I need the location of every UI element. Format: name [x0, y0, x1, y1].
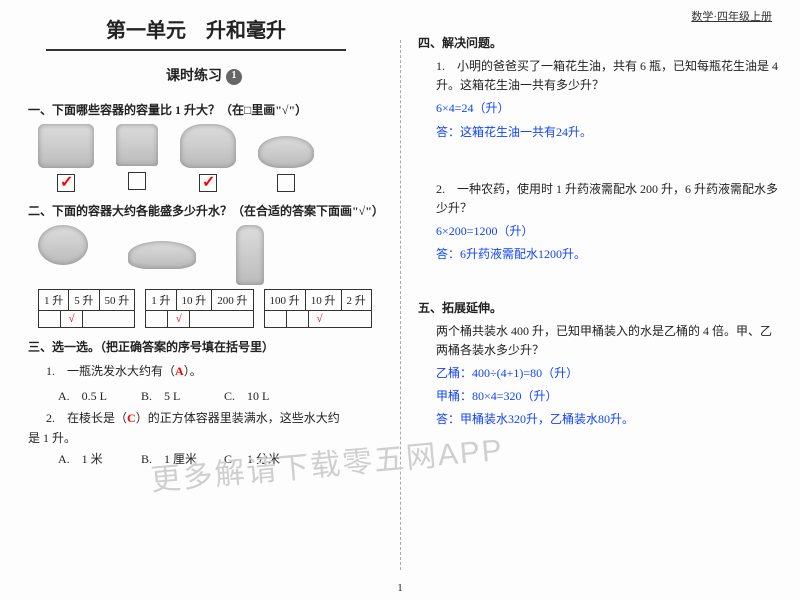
bowl-image	[258, 136, 314, 168]
tick-cell[interactable]: √	[61, 311, 83, 327]
p2-text: 2. 一种农药，使用时 1 升药液需配水 200 升，6 升药液需配水多少升？	[436, 180, 778, 218]
q2-stem-a: 2. 在棱长是（	[46, 411, 127, 425]
q1-choice-b: B. 5 L	[141, 387, 221, 404]
page-number: 1	[397, 582, 403, 594]
tick-row: √	[38, 311, 135, 328]
p2-answer: 答：6升药液需配水1200升。	[436, 245, 778, 264]
kettle-image	[180, 124, 236, 168]
options-basin: 1 升10 升200 升 √	[145, 289, 253, 328]
option-cell[interactable]: 10 升	[177, 290, 213, 310]
option-cell[interactable]: 1 升	[146, 290, 176, 310]
p5-l1: 乙桶：400÷(4+1)=80（升）	[436, 364, 778, 383]
q1-answer: A	[175, 364, 184, 378]
q1-choice-c: C. 10 L	[224, 387, 304, 404]
vessel-teapot	[38, 225, 88, 285]
tick-cell[interactable]	[287, 311, 309, 327]
q2-tail: 是 1 升。	[28, 429, 380, 446]
section-4-heading: 四、解决问题。	[418, 34, 778, 51]
unit-title: 第一单元 升和毫升	[46, 14, 346, 51]
p1-text: 1. 小明的爸爸买了一箱花生油，共有 6 瓶，已知每瓶花生油是 4 升。这箱花生…	[436, 57, 778, 95]
tick-cell[interactable]	[190, 311, 212, 327]
option-table: 1 升10 升200 升	[145, 289, 253, 311]
tick-cell[interactable]: √	[309, 311, 331, 327]
basin-image	[128, 241, 196, 269]
p1-work: 6×4=24（升）	[436, 99, 778, 118]
q2-choice-b: B. 1 厘米	[141, 450, 221, 467]
q2-choices: A. 1 米 B. 1 厘米 C. 1 分米	[58, 450, 380, 467]
teapot-image	[38, 225, 88, 265]
option-cell[interactable]: 200 升	[212, 290, 252, 310]
lesson-title: 课时练习 1	[28, 65, 380, 85]
q1-stem-a: 1. 一瓶洗发水大约有（	[46, 364, 175, 378]
cup-image	[116, 124, 158, 166]
tick-cell[interactable]: √	[168, 311, 190, 327]
options-teapot: 1 升5 升50 升 √	[38, 289, 135, 328]
q1-stem: 1. 一瓶洗发水大约有（A）。	[46, 361, 380, 383]
section-3: 三、选一选。（把正确答案的序号填在括号里） 1. 一瓶洗发水大约有（A）。 A.…	[28, 338, 380, 467]
tick-cell[interactable]	[265, 311, 287, 327]
rice-cooker-image	[38, 124, 94, 168]
section-5-heading: 五、拓展延伸。	[418, 299, 778, 316]
container-kettle	[180, 124, 236, 192]
bowl-checkbox[interactable]	[277, 174, 295, 192]
tick-cell[interactable]	[39, 311, 61, 327]
p2-work: 6×200=1200（升）	[436, 222, 778, 241]
tick-row: √	[145, 311, 253, 328]
section-1: 一、下面哪些容器的容量比 1 升大？（在□里画"√"）	[28, 101, 380, 192]
option-cell[interactable]: 5 升	[69, 290, 99, 310]
lesson-label: 课时练习	[166, 69, 222, 84]
option-cell[interactable]: 10 升	[306, 290, 342, 310]
section-3-heading: 三、选一选。（把正确答案的序号填在括号里）	[28, 338, 380, 355]
container-rice-cooker	[38, 124, 94, 192]
q2-answer: C	[127, 411, 136, 425]
option-cell[interactable]: 100 升	[265, 290, 306, 310]
tick-cell[interactable]	[146, 311, 168, 327]
option-cell[interactable]: 50 升	[100, 290, 135, 310]
tick-row: √	[264, 311, 372, 328]
section-4: 四、解决问题。 1. 小明的爸爸买了一箱花生油，共有 6 瓶，已知每瓶花生油是 …	[418, 34, 778, 265]
container-bowl	[258, 124, 314, 192]
section-5: 五、拓展延伸。 两个桶共装水 400 升，已知甲桶装入的水是乙桶的 4 倍。甲、…	[418, 299, 778, 430]
section-2-heading: 二、下面的容器大约各能盛多少升水？（在合适的答案下面画"√"）	[28, 202, 380, 219]
q1-choices: A. 0.5 L B. 5 L C. 10 L	[58, 387, 380, 404]
option-table: 100 升10 升2 升	[264, 289, 372, 311]
container-cup	[116, 124, 158, 192]
option-cell[interactable]: 2 升	[342, 290, 371, 310]
section-2: 二、下面的容器大约各能盛多少升水？（在合适的答案下面画"√"） 1 升5 升50…	[28, 202, 380, 328]
q2-stem-b: ）的正方体容器里装满水，这些水大约	[136, 411, 340, 425]
thermos-image	[236, 225, 264, 285]
lesson-number: 1	[226, 69, 242, 85]
option-table: 1 升5 升50 升	[38, 289, 135, 311]
options-thermos: 100 升10 升2 升 √	[264, 289, 372, 328]
rice-cooker-checkbox[interactable]	[57, 174, 75, 192]
p5-l2: 甲桶：80×4=320（升）	[436, 387, 778, 406]
option-cell[interactable]: 1 升	[39, 290, 69, 310]
kettle-checkbox[interactable]	[199, 174, 217, 192]
q2-stem: 2. 在棱长是（C）的正方体容器里装满水，这些水大约	[46, 408, 380, 430]
vessel-basin	[128, 225, 196, 285]
cup-checkbox[interactable]	[128, 172, 146, 190]
book-header: 数学·四年级上册	[418, 8, 778, 24]
tick-cell[interactable]	[83, 311, 105, 327]
q2-choice-c: C. 1 分米	[224, 450, 304, 467]
p5-l3: 答：甲桶装水320升，乙桶装水80升。	[436, 410, 778, 429]
p1-answer: 答：这箱花生油一共有24升。	[436, 123, 778, 142]
p5-text: 两个桶共装水 400 升，已知甲桶装入的水是乙桶的 4 倍。甲、乙两桶各装水多少…	[436, 322, 778, 360]
q2-choice-a: A. 1 米	[58, 450, 138, 467]
section-1-heading: 一、下面哪些容器的容量比 1 升大？（在□里画"√"）	[28, 101, 380, 118]
vessel-thermos	[236, 225, 264, 285]
q1-choice-a: A. 0.5 L	[58, 387, 138, 404]
q1-stem-b: ）。	[184, 364, 202, 378]
